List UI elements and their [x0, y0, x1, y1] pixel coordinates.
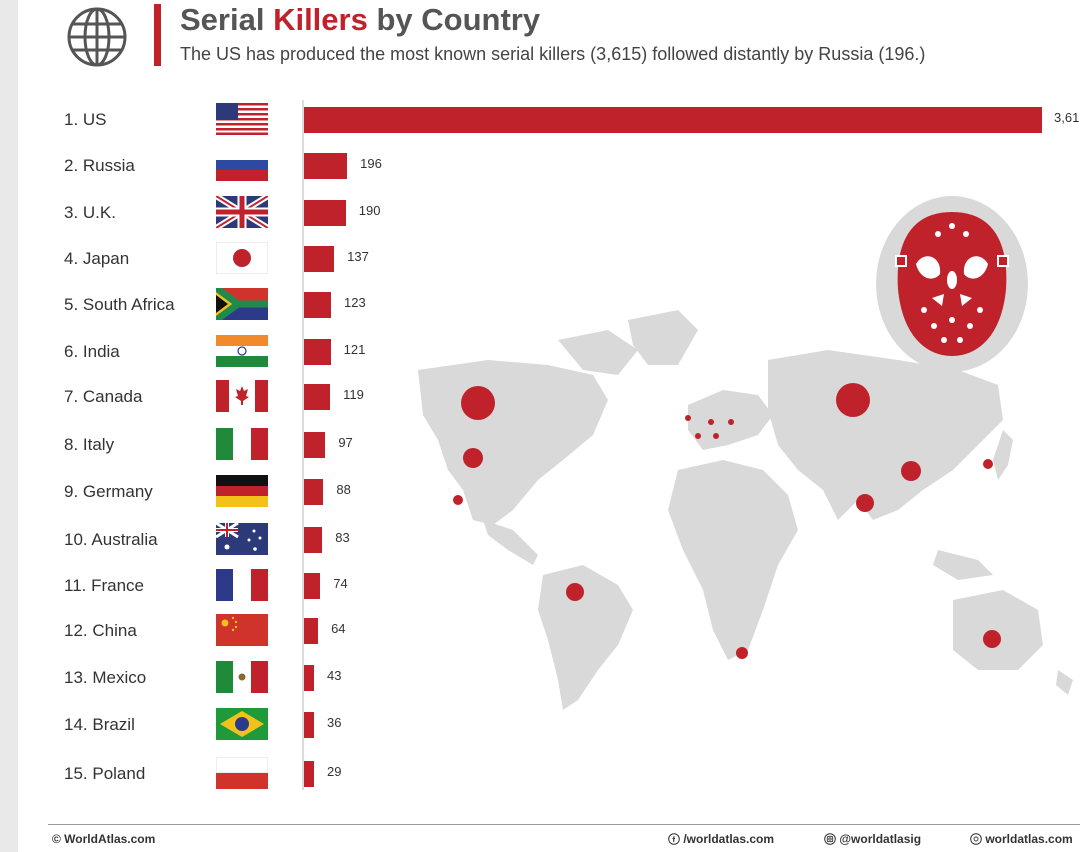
- bar: [304, 107, 1042, 133]
- bar: [304, 153, 348, 179]
- value-label: 137: [347, 249, 369, 264]
- bar-row: 7. Canada 119: [18, 377, 1080, 417]
- bar: [304, 384, 331, 410]
- country-label: 11. France: [64, 576, 145, 595]
- chart-axis: [302, 100, 304, 790]
- footer-website[interactable]: worldatlas.com: [970, 832, 1073, 846]
- value-label: 123: [344, 295, 366, 310]
- country-label: 13. Mexico: [64, 668, 147, 687]
- bar-row: 14. Brazil 36: [18, 705, 1080, 745]
- france-flag-icon: [216, 569, 268, 601]
- world-map-icon: [418, 310, 1073, 710]
- bar-row: 1. US 3,615: [18, 100, 1080, 140]
- brazil-flag-icon: [216, 708, 268, 740]
- bar: [304, 761, 314, 787]
- germany-flag-icon: [216, 475, 268, 507]
- bar: [304, 665, 314, 691]
- country-label: 1. US: [64, 110, 107, 129]
- value-label: 64: [331, 621, 346, 636]
- uk-flag-icon: [216, 196, 268, 228]
- instagram-icon: [824, 833, 836, 845]
- bar-row: 8. Italy 97: [18, 425, 1080, 465]
- page-subtitle: The US has produced the most known seria…: [180, 44, 926, 64]
- country-label: 15. Poland: [64, 764, 146, 783]
- mexico-flag-icon: [216, 661, 268, 693]
- us-flag-icon: [216, 103, 268, 135]
- country-label: 8. Italy: [64, 435, 115, 454]
- bar-row: 6. India 121: [18, 332, 1080, 372]
- bar: [304, 573, 321, 599]
- country-label: 5. South Africa: [64, 295, 175, 314]
- bar-row: 13. Mexico 43: [18, 658, 1080, 698]
- country-label: 12. China: [64, 621, 137, 640]
- footer-facebook[interactable]: /worldatlas.com: [668, 832, 774, 846]
- bar-row: 11. France 74: [18, 566, 1080, 606]
- country-label: 14. Brazil: [64, 715, 135, 734]
- infographic: Serial Killers by Country The US has pro…: [18, 0, 1080, 852]
- china-flag-icon: [216, 614, 268, 646]
- bar: [304, 479, 324, 505]
- value-label: 88: [336, 482, 351, 497]
- value-label: 43: [327, 668, 342, 683]
- bar: [304, 339, 331, 365]
- bar: [304, 246, 335, 272]
- bar-row: 5. South Africa 123: [18, 285, 1080, 325]
- value-label: 36: [327, 715, 342, 730]
- bar-row: 9. Germany 88: [18, 472, 1080, 512]
- japan-flag-icon: [216, 242, 268, 274]
- bar: [304, 618, 319, 644]
- value-label: 74: [333, 576, 348, 591]
- canada-flag-icon: [216, 380, 268, 412]
- bar-row: 2. Russia 196: [18, 146, 1080, 186]
- bar: [304, 432, 326, 458]
- bar-row: 10. Australia 83: [18, 520, 1080, 560]
- country-label: 2. Russia: [64, 156, 135, 175]
- country-label: 9. Germany: [64, 482, 153, 501]
- country-label: 6. India: [64, 342, 120, 361]
- australia-flag-icon: [216, 523, 268, 555]
- value-label: 3,615: [1054, 110, 1080, 125]
- website-icon: [970, 833, 982, 845]
- globe-icon: [67, 7, 127, 67]
- bar: [304, 527, 323, 553]
- facebook-icon: [668, 833, 680, 845]
- bar: [304, 200, 346, 226]
- country-label: 4. Japan: [64, 249, 130, 268]
- title-accent-bar: [154, 4, 161, 66]
- value-label: 121: [343, 342, 366, 357]
- value-label: 190: [358, 203, 381, 218]
- bar-row: 4. Japan 137: [18, 239, 1080, 279]
- bar-row: 15. Poland 29: [18, 754, 1080, 794]
- russia-flag-icon: [216, 149, 268, 181]
- country-label: 3. U.K.: [64, 203, 116, 222]
- footer-instagram[interactable]: @worldatlasig: [824, 832, 921, 846]
- value-label: 83: [335, 530, 350, 545]
- bar-row: 12. China 64: [18, 611, 1080, 651]
- italy-flag-icon: [216, 428, 268, 460]
- value-label: 29: [327, 764, 342, 779]
- bar: [304, 292, 332, 318]
- value-label: 196: [360, 156, 382, 171]
- bar-row: 3. U.K. 190: [18, 193, 1080, 233]
- poland-flag-icon: [216, 757, 268, 789]
- footer-divider: [48, 824, 1080, 825]
- value-label: 97: [338, 435, 353, 450]
- country-label: 7. Canada: [64, 387, 143, 406]
- bar: [304, 712, 314, 738]
- page-title: Serial Killers by Country: [180, 2, 541, 37]
- south-africa-flag-icon: [216, 288, 268, 320]
- country-label: 10. Australia: [64, 530, 158, 549]
- value-label: 119: [343, 387, 364, 402]
- footer-brand[interactable]: © WorldAtlas.com: [52, 832, 156, 846]
- india-flag-icon: [216, 335, 268, 367]
- hockey-mask-icon: [876, 196, 1028, 372]
